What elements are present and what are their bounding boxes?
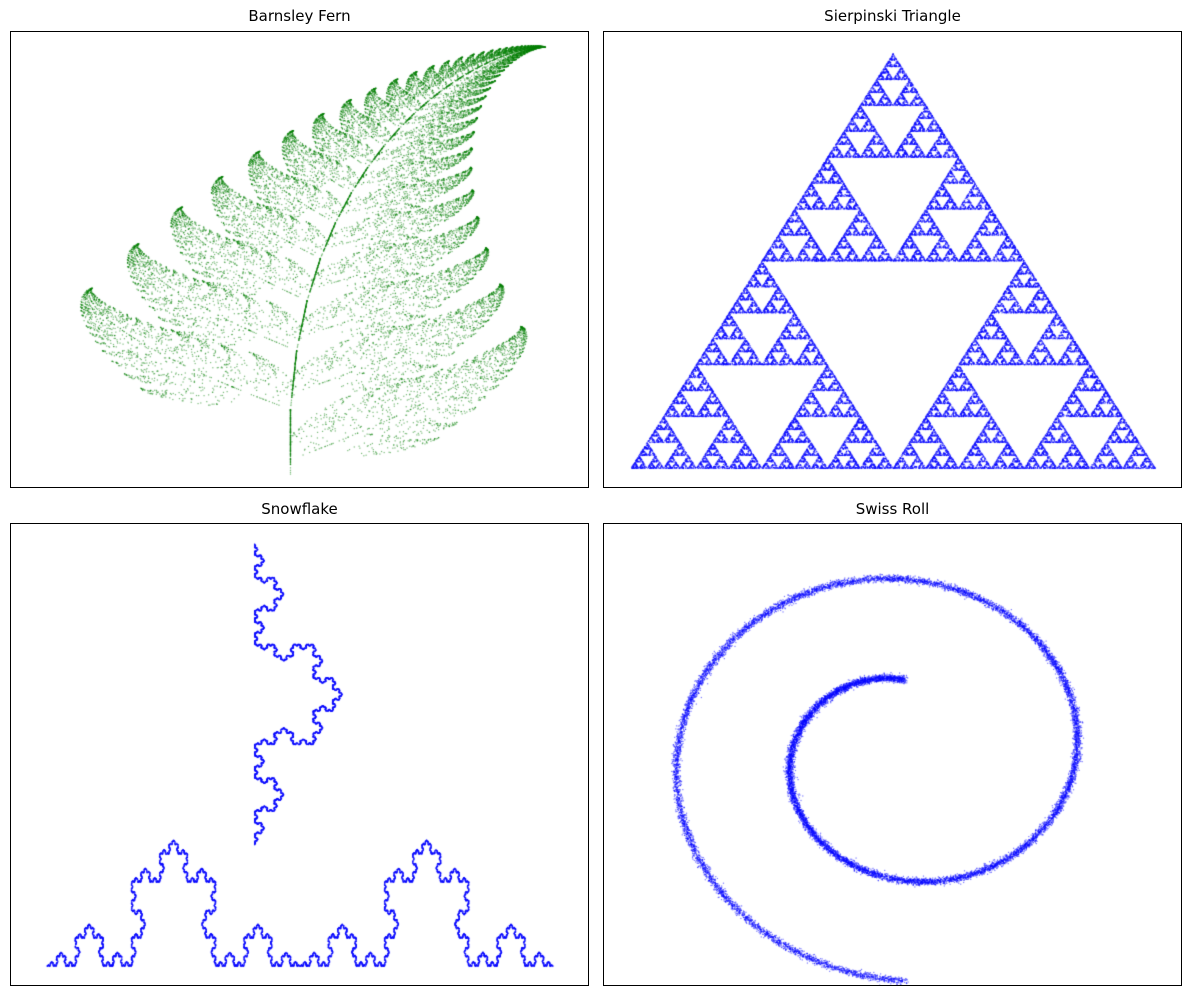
- scatter-points: [11, 32, 588, 487]
- scatter-points: [11, 524, 588, 985]
- panel-sierpinski-triangle: Sierpinski Triangle: [603, 0, 1182, 489]
- plot-area: [603, 31, 1182, 488]
- chart-title: Snowflake: [261, 500, 338, 518]
- panel-barnsley-fern: Barnsley Fern: [10, 0, 589, 489]
- plot-area: [603, 523, 1182, 986]
- scatter-points: [604, 32, 1181, 487]
- panel-swiss-roll: Swiss Roll: [603, 493, 1182, 987]
- panel-snowflake: Snowflake: [10, 493, 589, 987]
- plot-area: [10, 523, 589, 986]
- chart-title: Barnsley Fern: [248, 7, 351, 25]
- plot-area: [10, 31, 589, 488]
- chart-title: Sierpinski Triangle: [824, 7, 961, 25]
- chart-title: Swiss Roll: [855, 500, 930, 518]
- scatter-points: [604, 524, 1181, 985]
